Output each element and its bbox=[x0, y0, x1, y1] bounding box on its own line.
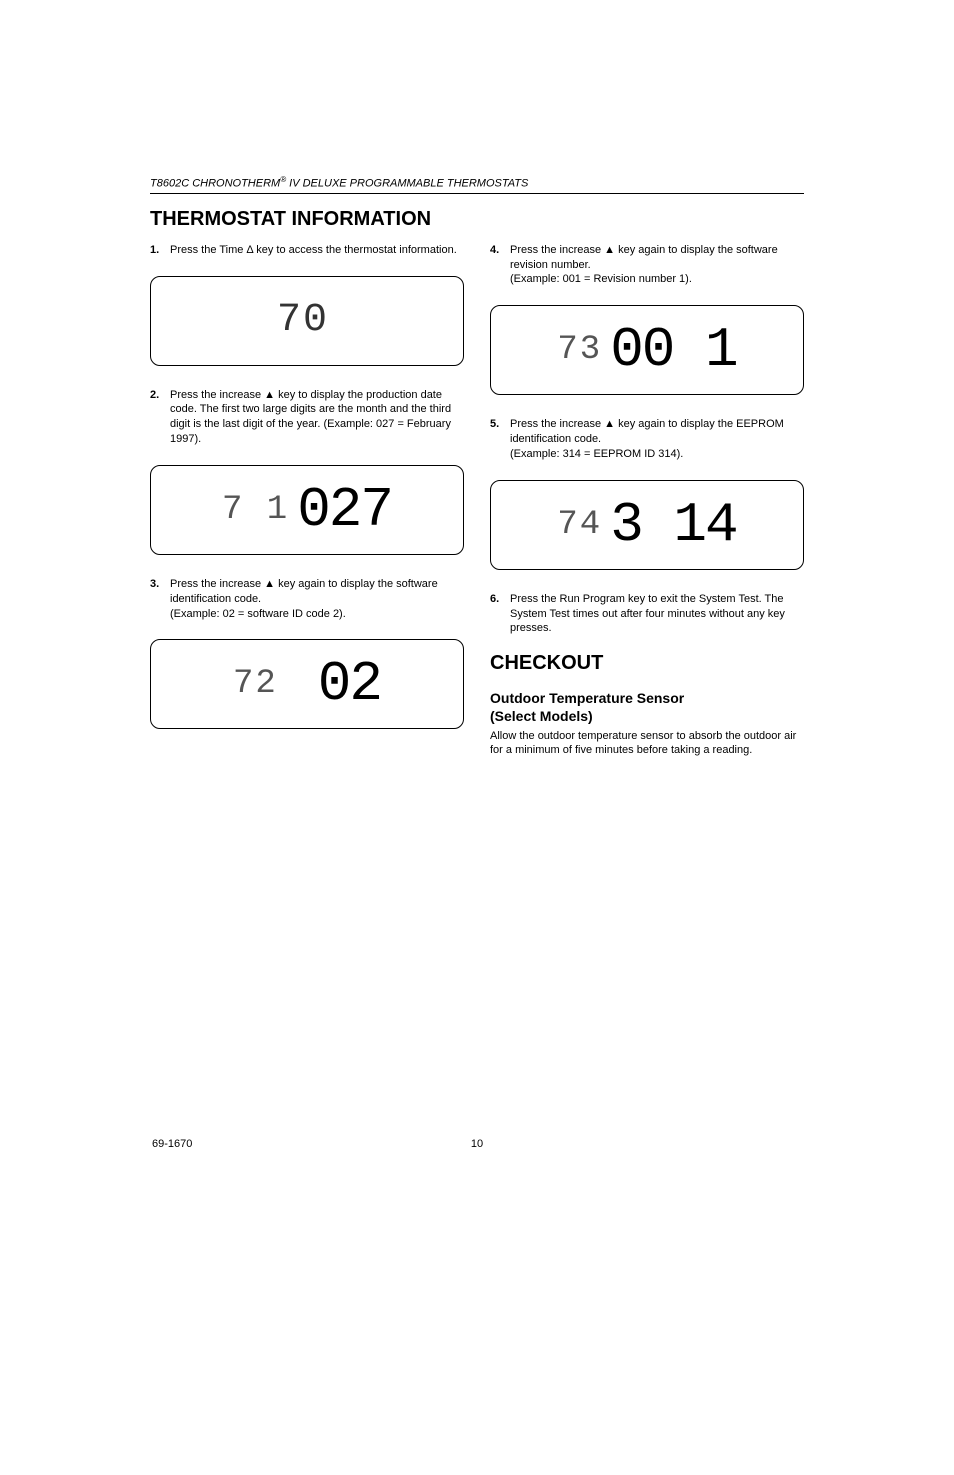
page-footer: 69-1670 10 bbox=[150, 1138, 804, 1150]
right-steps: 6. Press the Run Program key to exit the… bbox=[490, 592, 804, 637]
step-1: 1. Press the Time Δ key to access the th… bbox=[150, 243, 464, 258]
left-steps: 3. Press the increase ▲ key again to dis… bbox=[150, 577, 464, 622]
step-4: 4. Press the increase ▲ key again to dis… bbox=[490, 243, 804, 288]
step-text: Press the increase ▲ key to display the … bbox=[170, 388, 464, 447]
section-title: THERMOSTAT INFORMATION bbox=[150, 208, 804, 231]
display-71-027: 7 1 027 bbox=[150, 465, 464, 555]
display-small: 73 bbox=[557, 331, 602, 369]
subhead-line2: (Select Models) bbox=[490, 708, 593, 724]
step-text-line2: (Example: 001 = Revision number 1). bbox=[510, 273, 692, 285]
display-small: 7 1 bbox=[222, 491, 289, 529]
display-small: 74 bbox=[557, 506, 602, 544]
step-num: 2. bbox=[150, 388, 170, 447]
step-text-line2: (Example: 314 = EEPROM ID 314). bbox=[510, 448, 683, 460]
step-text-line1: Press the increase ▲ key again to displa… bbox=[510, 418, 784, 445]
header-suffix: IV DELUXE PROGRAMMABLE THERMOSTATS bbox=[286, 178, 528, 190]
step-text: Press the increase ▲ key again to displa… bbox=[170, 577, 464, 622]
step-num: 3. bbox=[150, 577, 170, 622]
step-num: 5. bbox=[490, 417, 510, 462]
step-2: 2. Press the increase ▲ key to display t… bbox=[150, 388, 464, 447]
display-72-02: 72 02 bbox=[150, 639, 464, 729]
step-6: 6. Press the Run Program key to exit the… bbox=[490, 592, 804, 637]
display-value: 70 bbox=[277, 298, 329, 343]
left-steps: 1. Press the Time Δ key to access the th… bbox=[150, 243, 464, 258]
display-74-314: 74 3 14 bbox=[490, 480, 804, 570]
display-large: 3 14 bbox=[610, 493, 736, 557]
step-num: 4. bbox=[490, 243, 510, 288]
left-column: 1. Press the Time Δ key to access the th… bbox=[150, 243, 464, 759]
step-text: Press the increase ▲ key again to displa… bbox=[510, 243, 804, 288]
step-text-line2: (Example: 02 = software ID code 2). bbox=[170, 608, 346, 620]
step-text-line1: Press the increase ▲ key again to displa… bbox=[170, 578, 438, 605]
step-text: Press the Run Program key to exit the Sy… bbox=[510, 592, 804, 637]
checkout-body: Allow the outdoor temperature sensor to … bbox=[490, 729, 804, 759]
checkout-subhead: Outdoor Temperature Sensor (Select Model… bbox=[490, 689, 804, 725]
step-text-line1: Press the increase ▲ key again to displa… bbox=[510, 244, 778, 271]
display-70: 70 bbox=[150, 276, 464, 366]
content-columns: 1. Press the Time Δ key to access the th… bbox=[150, 243, 804, 759]
display-large: 00 1 bbox=[610, 318, 736, 382]
header-product: T8602C CHRONOTHERM bbox=[150, 178, 280, 190]
step-num: 6. bbox=[490, 592, 510, 637]
page-header: T8602C CHRONOTHERM® IV DELUXE PROGRAMMAB… bbox=[150, 175, 804, 194]
left-steps: 2. Press the increase ▲ key to display t… bbox=[150, 388, 464, 447]
footer-pagenum: 10 bbox=[471, 1138, 483, 1150]
step-text: Press the increase ▲ key again to displa… bbox=[510, 417, 804, 462]
right-steps: 4. Press the increase ▲ key again to dis… bbox=[490, 243, 804, 288]
step-text: Press the Time Δ key to access the therm… bbox=[170, 243, 464, 258]
checkout-title: CHECKOUT bbox=[490, 652, 804, 675]
step-3: 3. Press the increase ▲ key again to dis… bbox=[150, 577, 464, 622]
subhead-line1: Outdoor Temperature Sensor bbox=[490, 690, 684, 706]
display-small: 72 bbox=[233, 665, 278, 703]
right-column: 4. Press the increase ▲ key again to dis… bbox=[490, 243, 804, 759]
display-large: 027 bbox=[297, 478, 392, 542]
step-num: 1. bbox=[150, 243, 170, 258]
right-steps: 5. Press the increase ▲ key again to dis… bbox=[490, 417, 804, 462]
display-large: 02 bbox=[318, 652, 381, 716]
step-5: 5. Press the increase ▲ key again to dis… bbox=[490, 417, 804, 462]
footer-docnum: 69-1670 bbox=[152, 1138, 192, 1150]
display-73-001: 73 00 1 bbox=[490, 305, 804, 395]
